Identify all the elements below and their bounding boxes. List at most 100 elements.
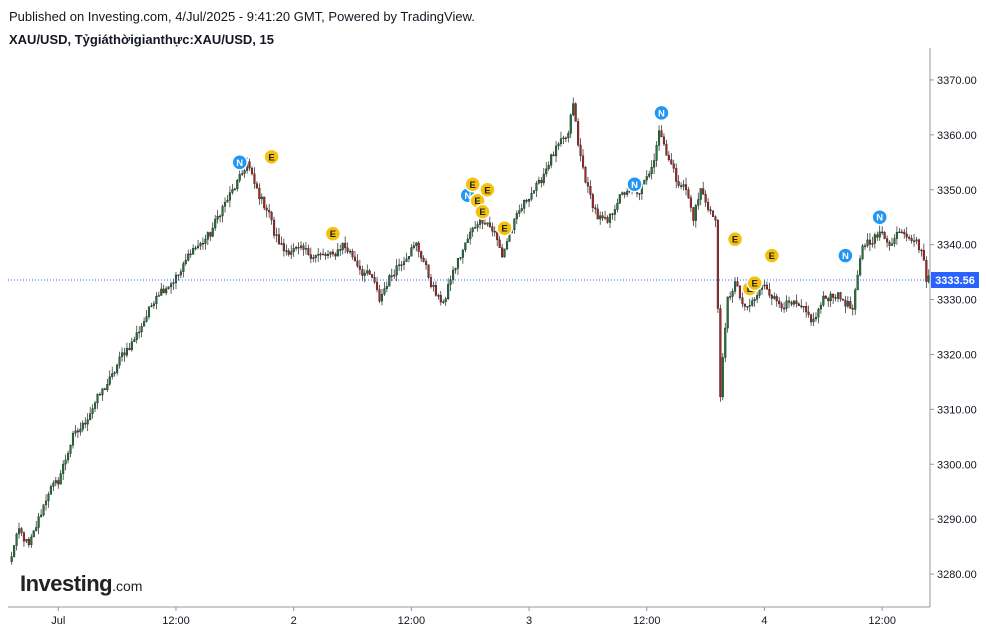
candle-body <box>765 284 768 290</box>
candle-body <box>915 239 918 242</box>
candle-body <box>876 234 879 238</box>
svg-text:E: E <box>752 279 758 290</box>
candle-body <box>383 288 386 295</box>
candle-body <box>873 234 876 244</box>
earnings-marker-icon[interactable]: E <box>726 230 744 248</box>
candle-body <box>621 192 624 195</box>
earnings-marker-icon[interactable]: E <box>263 148 280 166</box>
logo-suffix: .com <box>112 578 143 594</box>
candle-body <box>780 303 783 309</box>
earnings-marker-icon[interactable]: E <box>496 219 513 237</box>
candle-body <box>162 288 165 294</box>
last-price-line: 3333.56 <box>8 272 979 289</box>
candle-body <box>677 181 680 186</box>
candle-body <box>829 293 832 302</box>
candle-body <box>145 316 148 322</box>
candle-body <box>562 137 565 140</box>
candle-body <box>378 289 381 302</box>
candle-body <box>496 231 499 241</box>
candle-body <box>547 164 550 170</box>
candle-body <box>721 357 724 398</box>
candle-body <box>810 314 813 323</box>
candle-body <box>221 206 224 217</box>
candle-body <box>40 514 43 517</box>
candle-body <box>393 274 396 277</box>
candle-body <box>93 402 97 409</box>
time-axis[interactable]: Jul 12:00 2 12:00 3 12:00 4 12:00 <box>8 606 930 627</box>
candle-body <box>152 303 155 306</box>
candle-body <box>888 242 891 246</box>
candle-body <box>775 296 778 302</box>
candle-body <box>174 274 178 284</box>
earnings-marker-icon[interactable]: E <box>746 274 763 292</box>
candle-body <box>680 185 683 187</box>
candle-body <box>366 270 369 274</box>
news-marker-icon[interactable]: N <box>231 154 248 171</box>
candle-body <box>910 238 913 242</box>
candle-body <box>675 168 678 182</box>
candle-body <box>670 159 673 165</box>
candle-body <box>170 283 173 288</box>
candle-body <box>554 145 558 157</box>
candle-body <box>236 180 239 190</box>
candle-body <box>461 249 464 258</box>
candle-body <box>716 220 719 309</box>
candle-body <box>287 250 290 255</box>
candle-body <box>459 257 462 259</box>
candle-body <box>925 260 928 282</box>
candle-body <box>140 326 143 333</box>
candle-body <box>616 202 619 210</box>
candle-body <box>412 245 415 248</box>
investing-logo: Investing.com <box>20 571 142 597</box>
candle-body <box>344 242 347 249</box>
earnings-marker-icon[interactable]: E <box>464 176 481 193</box>
candle-body <box>375 281 379 290</box>
candle-body <box>81 422 84 430</box>
earnings-marker-icon[interactable]: E <box>763 247 781 264</box>
price-axis[interactable]: 3280.00 3290.00 3300.00 3310.00 3320.00 3330.… <box>929 48 977 607</box>
candle-body <box>773 296 776 299</box>
candle-body <box>35 527 38 531</box>
candle-body <box>402 261 406 265</box>
candle-body <box>515 213 518 220</box>
candle-body <box>623 192 626 195</box>
news-marker-icon[interactable]: N <box>653 104 670 122</box>
candle-body <box>611 213 614 216</box>
earnings-marker-icon[interactable]: E <box>479 181 496 199</box>
candle-body <box>577 121 580 146</box>
candle-body <box>334 253 337 257</box>
candle-body <box>329 251 332 255</box>
svg-text:N: N <box>631 180 638 191</box>
candle-body <box>606 217 609 223</box>
candle-body <box>805 306 808 313</box>
candle-body <box>743 303 746 307</box>
news-marker-icon[interactable]: N <box>626 176 643 193</box>
news-marker-icon[interactable]: N <box>871 208 888 226</box>
candle-body <box>130 341 133 351</box>
candle-body <box>184 259 187 264</box>
candle-body <box>346 247 349 252</box>
candle-body <box>778 300 781 305</box>
candle-body <box>341 242 344 251</box>
news-marker-icon[interactable]: N <box>837 247 854 264</box>
candle-body <box>452 269 455 280</box>
candle-body <box>20 528 23 533</box>
candle-body <box>797 303 800 307</box>
candle-body <box>893 238 896 245</box>
y-tick-label: 3280.00 <box>937 569 977 581</box>
earnings-marker-icon[interactable]: E <box>324 225 342 242</box>
earnings-marker-icon[interactable]: E <box>474 203 491 220</box>
candle-body <box>336 249 339 257</box>
candle-body <box>324 253 327 256</box>
y-tick-label: 3310.00 <box>937 404 977 416</box>
event-markers[interactable]: NEENEEEEENNEEEENN <box>231 104 888 297</box>
candle-body <box>846 301 849 307</box>
candle-body <box>856 274 859 291</box>
candle-body <box>866 239 869 246</box>
candle-body <box>388 275 391 287</box>
candle-body <box>724 327 727 358</box>
candle-body <box>895 232 898 239</box>
candle-body <box>160 288 163 296</box>
candle-body <box>574 103 577 122</box>
